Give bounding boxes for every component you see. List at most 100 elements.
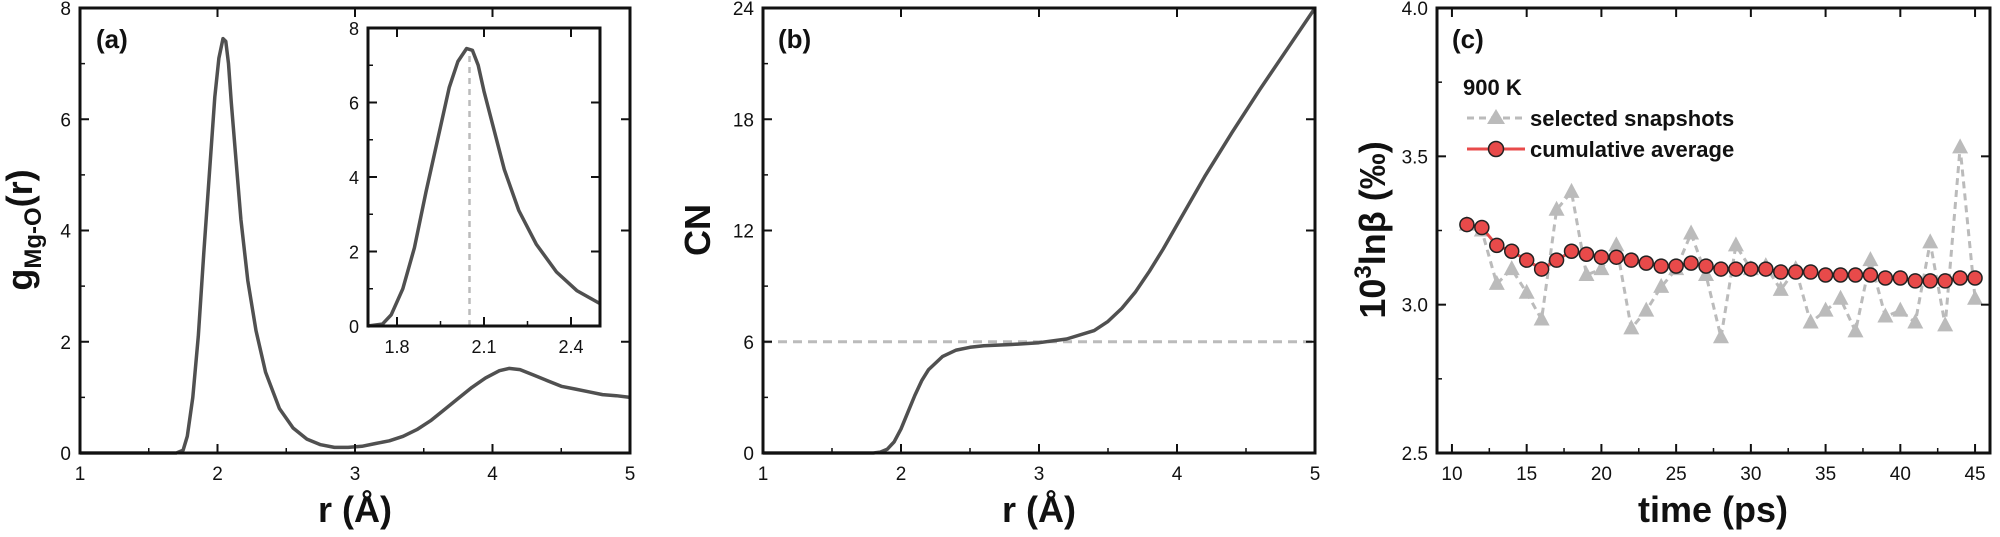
panel-a-plot [80,36,631,455]
snapshot-point [1847,322,1864,338]
panel-b-ylabel: CN [677,204,718,256]
inset-ytick-label: 0 [349,317,359,337]
panel-a: 1 2 3 4 5 0 2 4 6 8 (a) r (Å) gMg-O(r) 1.8 2.1 2.4 0… [0,0,635,530]
cumulative-point [1533,261,1550,277]
panel-a-ylabel: gMg-O(r) [0,169,47,290]
panel-c-ylabel-tail: lnβ (‰) [1352,141,1393,265]
panel-a-ytick-label: 6 [60,110,71,131]
cumulative-point [1563,243,1580,260]
snapshot-point [1712,328,1729,344]
inset-series-line [367,46,601,328]
cumulative-point [1489,237,1505,254]
inset-ytick-label: 8 [349,19,359,39]
cumulative-point [1773,264,1789,280]
snapshot-point [1488,274,1505,290]
inset-plot [367,28,601,328]
cumulative-point [1937,273,1953,289]
panel-c-ytick-label: 2.5 [1402,444,1428,465]
panel-a-ytick-label: 8 [60,0,71,20]
legend-item-cumulative: cumulative average [1467,137,1734,162]
inset-ytick-label: 2 [349,243,359,263]
cumulative-point [1653,258,1669,274]
cumulative-point [1758,261,1774,277]
panel-a-xtick-label: 3 [350,464,361,485]
snapshot-point [1683,224,1700,240]
panel-a-xtick-label: 2 [212,464,223,485]
cumulative-point [1459,216,1475,233]
snapshot-point [1817,301,1834,317]
panel-c-ylabel-sup: 3 [1350,265,1377,278]
cumulative-point [1877,270,1894,286]
legend-marker-cumulative [1487,140,1505,158]
cumulative-point [1728,261,1744,277]
panel-c-ytick-label: 4.0 [1402,0,1428,20]
cumulative-point [1518,252,1535,268]
panel-c-xtick-label: 30 [1740,464,1761,485]
panel-c: 10 15 20 25 30 35 40 45 2.5 3.0 3.5 4.0 (c) time (p… [1350,0,1992,530]
inset-ytick-label: 6 [349,94,359,114]
panel-c-xtick-label: 10 [1441,464,1462,485]
cumulative-point [1713,261,1729,277]
snapshot-point [1533,310,1550,326]
cumulative-point [1578,246,1595,262]
snapshot-point [1593,260,1610,276]
inset-xtick-label: 2.4 [558,337,583,357]
snapshot-point [1608,236,1625,252]
cumulative-point [1847,267,1864,283]
cumulative-point [1922,273,1938,289]
panel-a-ytick-label: 0 [60,444,71,465]
panel-b-xlabel: r (Å) [1002,489,1076,530]
snapshot-point [1832,289,1849,305]
snapshot-point [1952,138,1969,154]
snapshot-point [1937,316,1954,332]
snapshot-point [1518,283,1535,299]
snapshot-point [1653,277,1670,293]
panel-b-ytick-label: 24 [733,0,755,20]
panel-c-plot [1458,138,1984,344]
panel-b-ytick-label: 6 [743,333,754,354]
snapshot-point [1772,280,1789,296]
cumulative-point [1503,243,1520,260]
legend-item-snapshots: selected snapshots [1467,106,1734,131]
snapshot-point [1802,313,1819,329]
panel-c-xlabel: time (ps) [1638,489,1788,530]
panel-b-frame [761,6,1317,455]
panel-c-xtick-label: 15 [1516,464,1537,485]
panel-b-xtick-label: 3 [1034,464,1045,485]
panel-a-ytick-label: 4 [60,222,71,243]
panel-a-ylabel-sub: Mg-O [20,207,47,268]
cumulative-point [1548,252,1565,268]
panel-c-xtick-label: 35 [1815,464,1836,485]
panel-b-ytick-label: 12 [733,222,754,243]
panel-b-xtick-label: 2 [896,464,907,485]
inset-xtick-label: 2.1 [471,337,496,357]
panel-b-xtick-label: 5 [1310,464,1321,485]
snapshot-point [1877,307,1894,323]
panel-c-ylabel-pre: 10 [1352,279,1393,319]
panel-c-ticks: 10 15 20 25 30 35 40 45 2.5 3.0 3.5 4.0 [1402,0,1990,485]
panel-c-xtick-label: 20 [1591,464,1612,485]
cumulative-point [1832,267,1849,283]
panel-a-xlabel: r (Å) [318,489,392,530]
panel-b-xtick-label: 1 [758,464,769,485]
snapshot-point [1727,236,1744,252]
cumulative-point [1683,255,1699,271]
panel-b-xtick-label: 4 [1172,464,1183,485]
snapshot-point [1922,233,1939,249]
cumulative-point [1623,252,1640,268]
panel-b-series-line [763,7,1317,455]
cumulative-point [1638,255,1654,271]
snapshot-point [1563,182,1580,198]
snapshot-point [1578,266,1595,281]
panel-c-ylabel: 103lnβ (‰) [1350,141,1393,318]
panel-c-xtick-label: 40 [1890,464,1911,485]
panel-a-xtick-label: 4 [487,464,498,485]
cumulative-point [1802,264,1819,280]
cumulative-point [1608,249,1625,265]
panel-c-ytick-label: 3.0 [1402,296,1428,317]
panel-a-label: (a) [96,24,128,54]
panel-b-ytick-label: 18 [733,110,754,131]
legend-label-snapshots: selected snapshots [1530,106,1734,131]
panel-a-series-line [80,36,631,455]
legend-marker-snapshots [1487,109,1505,124]
